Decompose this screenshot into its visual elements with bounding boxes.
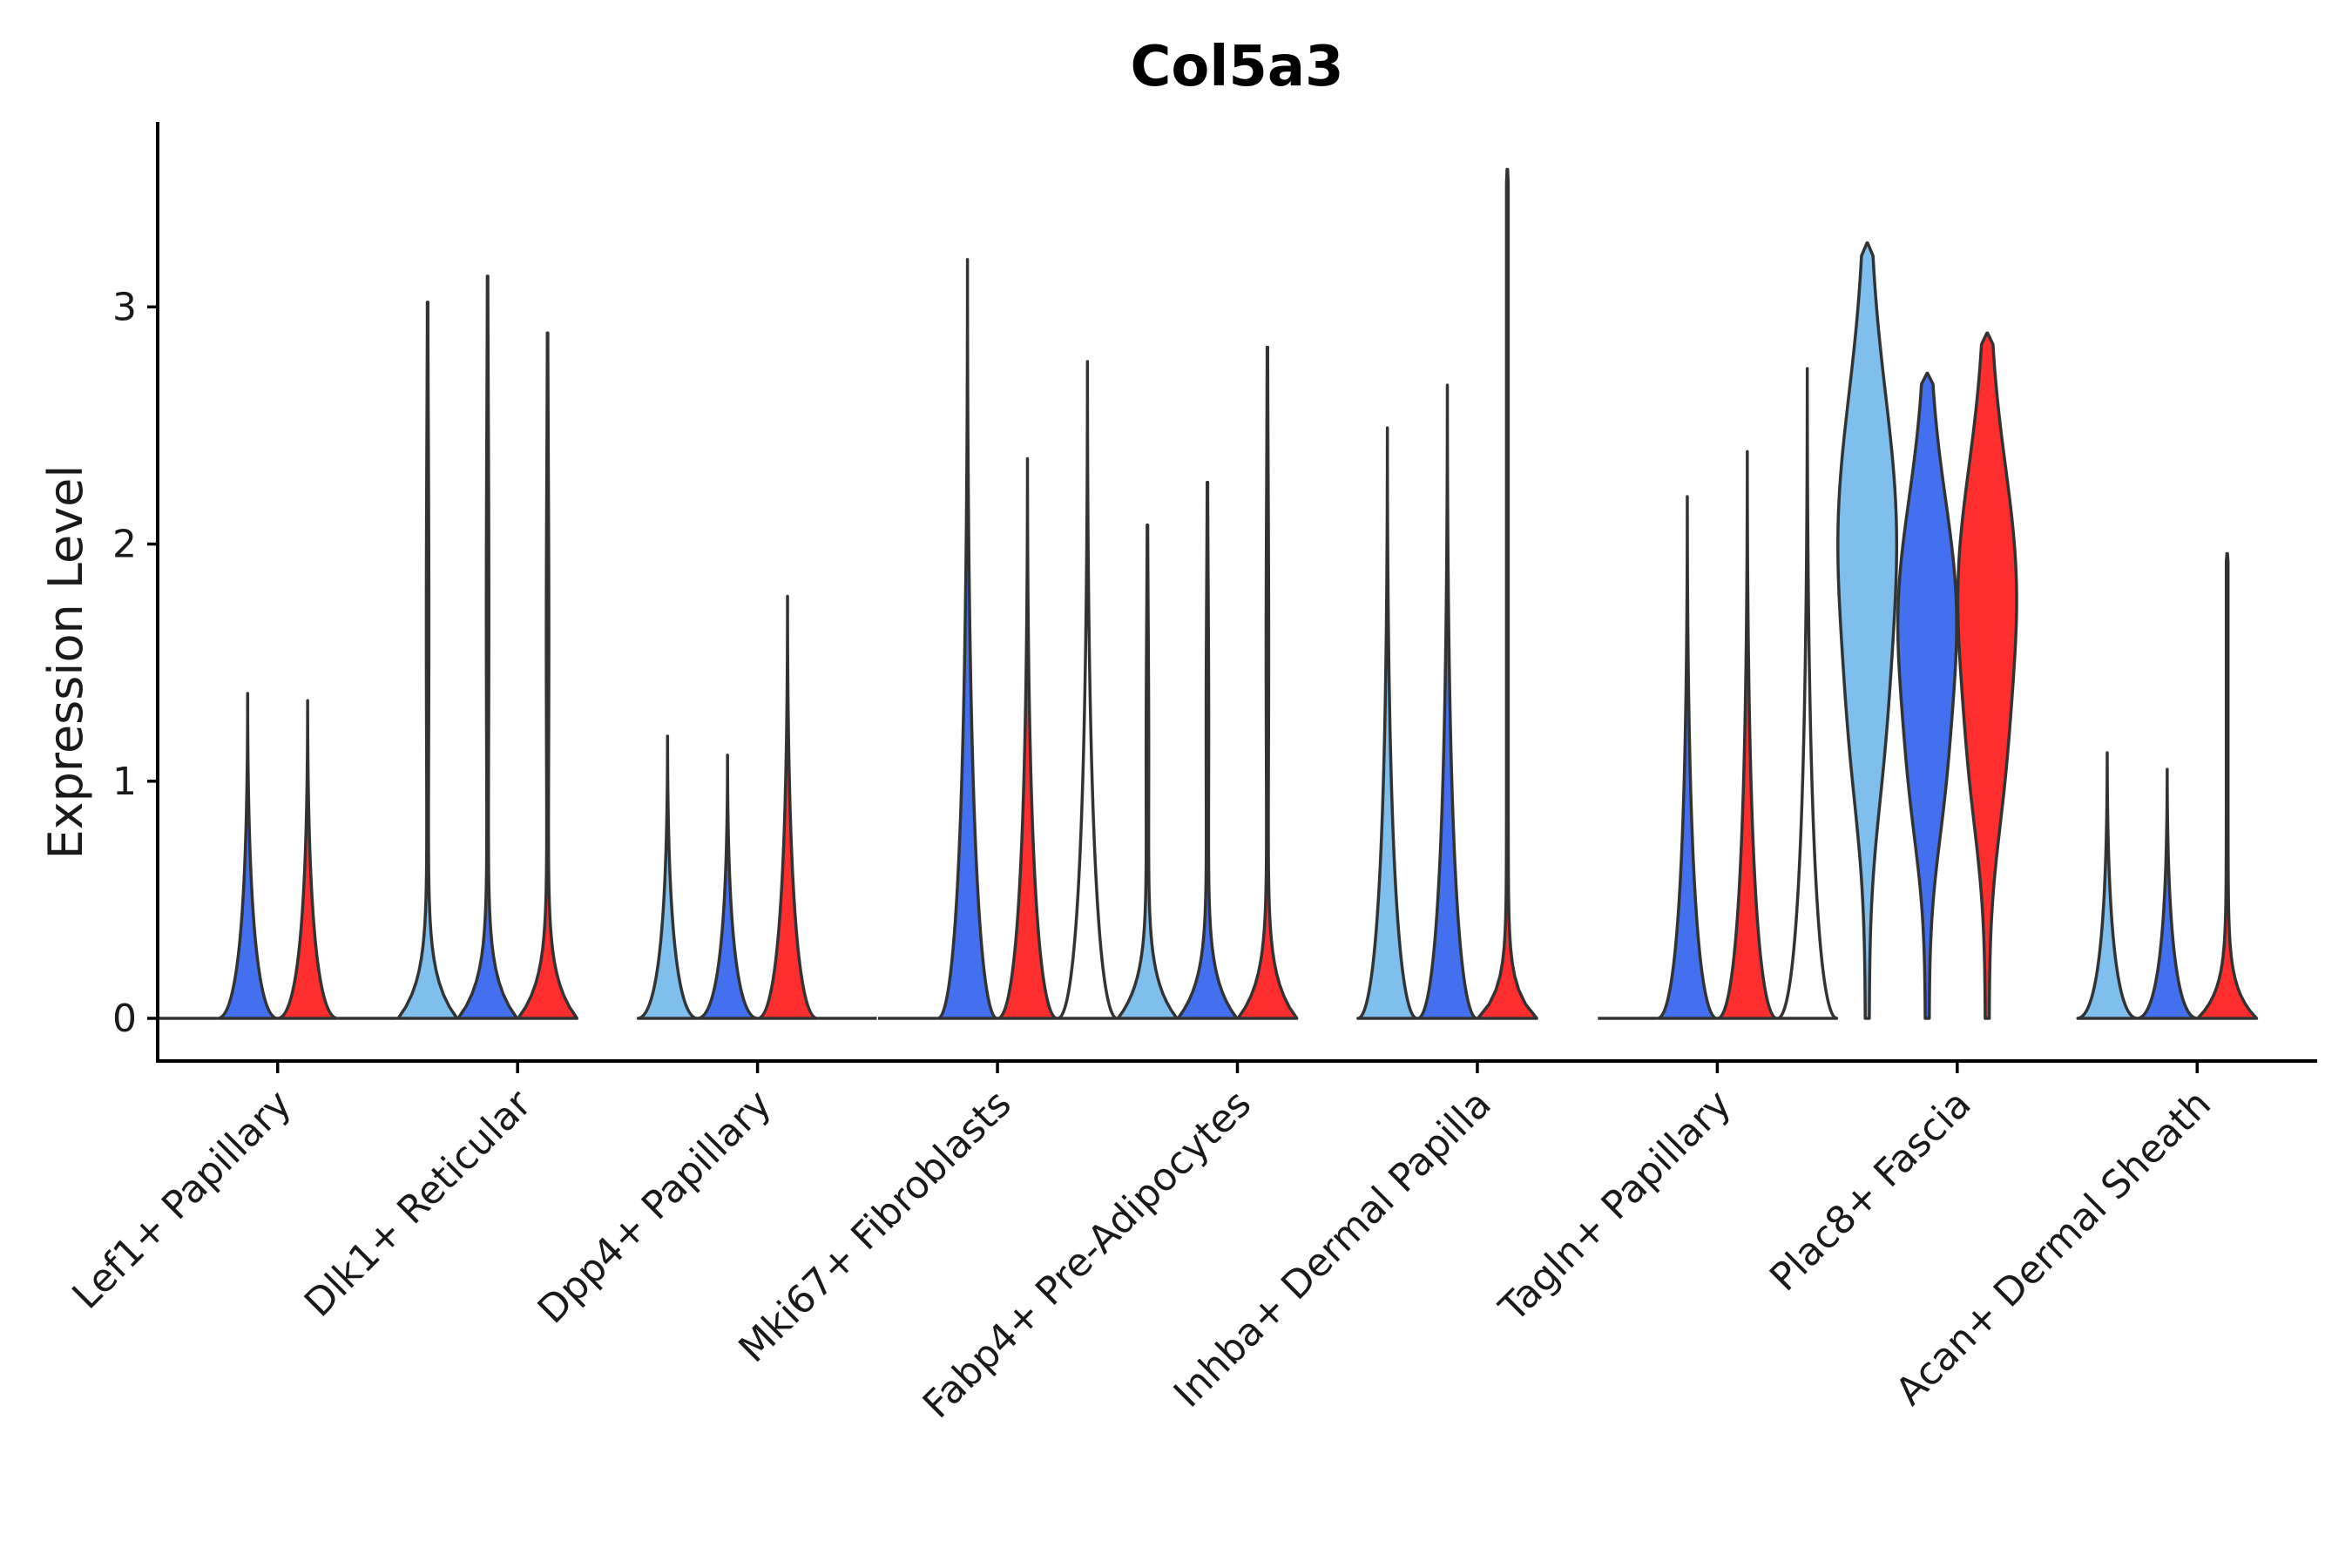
y-tick-label-2: 2 <box>112 523 137 567</box>
violin-layer <box>158 167 2259 1020</box>
violin-3-2 <box>696 754 759 1020</box>
violin-9-3 <box>2196 551 2259 1020</box>
violin-2-2 <box>456 274 519 1020</box>
violin-4-4 <box>1056 360 1119 1020</box>
violin-4-3 <box>996 456 1058 1020</box>
violin-6-1 <box>1356 426 1419 1020</box>
violin-8-3 <box>1956 331 2018 1020</box>
x-tick-label-1: Lef1+ Papillary <box>64 1082 300 1318</box>
violin-2-1 <box>396 301 459 1020</box>
violin-3-3 <box>756 594 819 1020</box>
violin-8-1 <box>1836 241 1899 1020</box>
y-tick-label-3: 3 <box>112 285 137 329</box>
y-axis-ticks: 0 1 2 3 <box>112 285 158 1041</box>
violin-7-3 <box>1716 449 1779 1020</box>
violin-5-2 <box>1176 481 1239 1020</box>
violin-6-2 <box>1416 383 1479 1020</box>
violin-4-2 <box>936 258 999 1020</box>
violin-8-2 <box>1896 371 1958 1020</box>
violin-3-1 <box>636 734 699 1020</box>
violin-1-2 <box>216 692 279 1020</box>
violin-7-2 <box>1656 495 1719 1020</box>
violin-5-3 <box>1236 345 1299 1020</box>
chart-title: Col5a3 <box>1130 35 1343 99</box>
violin-9-2 <box>2136 767 2199 1020</box>
x-tick-label-4: Mki67+ Fibroblasts <box>730 1082 1019 1371</box>
x-tick-label-7: Tagln+ Papillary <box>1490 1082 1740 1331</box>
violin-7-4 <box>1776 367 1839 1020</box>
violin-5-1 <box>1116 524 1179 1020</box>
violin-6-3 <box>1476 167 1538 1020</box>
y-tick-label-0: 0 <box>112 997 137 1041</box>
violin-9-1 <box>2076 751 2139 1020</box>
y-axis-label: Expression Level <box>38 465 93 860</box>
violin-1-3 <box>276 699 339 1020</box>
x-tick-label-2: Dlk1+ Reticular <box>296 1081 541 1326</box>
violin-2-3 <box>517 331 579 1020</box>
y-tick-label-1: 1 <box>112 760 137 804</box>
x-tick-label-8: Plac8+ Fascia <box>1761 1082 1980 1301</box>
x-tick-label-3: Dpp4+ Papillary <box>530 1082 781 1333</box>
